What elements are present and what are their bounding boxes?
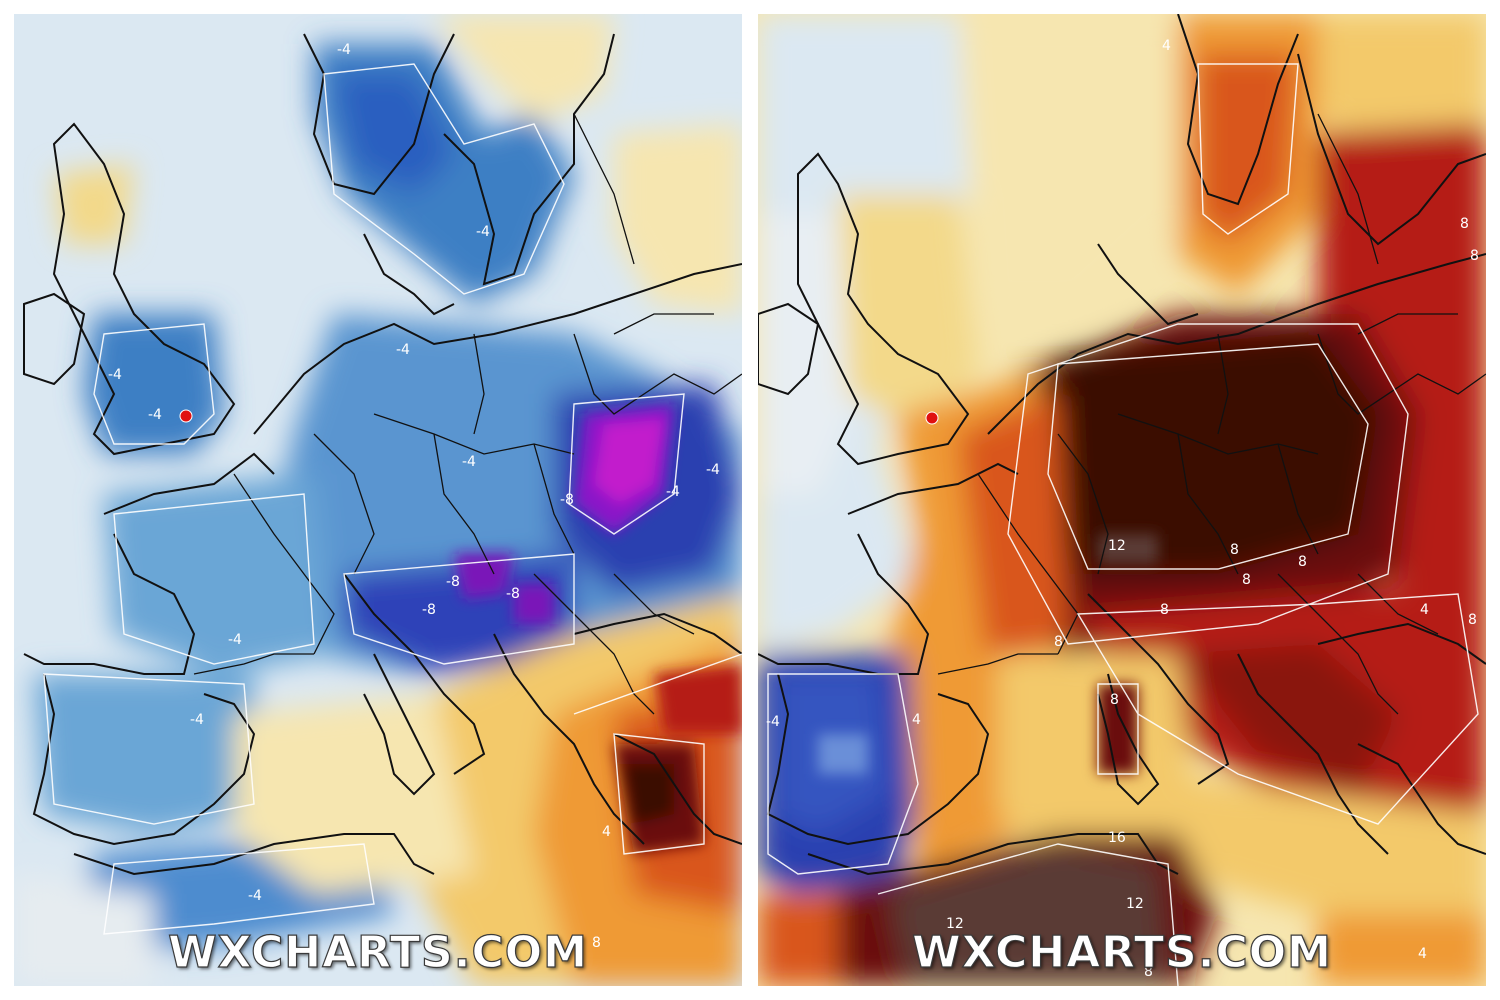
contour-label: -8 — [560, 492, 574, 508]
anomaly-core-left — [454, 404, 742, 854]
map-left-svg: -4 -4 -4 -4 -4 -4 -4 -4 -4 -4 -4 -8 -8 -… — [14, 14, 742, 986]
contour-label: 4 — [1420, 602, 1429, 618]
london-marker — [925, 411, 939, 425]
contour-label: 8 — [1468, 612, 1477, 628]
contour-label: 4 — [602, 824, 611, 840]
contour-label: 8 — [592, 935, 601, 951]
contour-label: -4 — [228, 632, 242, 648]
contour-label: -4 — [462, 454, 476, 470]
contour-label: -4 — [148, 407, 162, 423]
contour-label: -4 — [337, 42, 351, 58]
contours-left — [43, 63, 742, 935]
watermark-right: WXCHARTS.COM — [911, 926, 1332, 978]
contours-right — [767, 63, 1479, 986]
contour-label: 8 — [1054, 634, 1063, 650]
london-marker — [179, 409, 193, 423]
temperature-anomaly-map-right: 4 8 8 12 8 8 8 8 8 4 8 -4 4 8 16 12 12 8… — [758, 14, 1486, 986]
borders-left — [193, 113, 742, 715]
contour-labels-left: -4 -4 -4 -4 -4 -4 -4 -4 -4 -4 -4 -8 -8 -… — [108, 42, 720, 951]
contour-label: 8 — [1144, 964, 1153, 980]
contour-label: -4 — [666, 484, 680, 500]
contour-label: 8 — [1110, 692, 1119, 708]
contour-label: -4 — [248, 888, 262, 904]
contour-label: 12 — [946, 916, 964, 932]
contour-label: 8 — [1230, 542, 1239, 558]
contour-label: -4 — [396, 342, 410, 358]
anomaly-field-right — [758, 14, 1486, 986]
contour-label: 8 — [1298, 554, 1307, 570]
contour-label: 8 — [1460, 216, 1469, 232]
contour-label: -4 — [190, 712, 204, 728]
contour-label: 16 — [1108, 830, 1126, 846]
temperature-anomaly-map-left: -4 -4 -4 -4 -4 -4 -4 -4 -4 -4 -4 -8 -8 -… — [14, 14, 742, 986]
watermark-left: WXCHARTS.COM — [167, 926, 588, 978]
contour-label: -8 — [446, 574, 460, 590]
anomaly-core-right — [818, 534, 1158, 774]
contour-label: -4 — [706, 462, 720, 478]
contour-label: -4 — [766, 714, 780, 730]
contour-label: -8 — [506, 586, 520, 602]
contour-label: 4 — [1418, 946, 1427, 962]
contour-label: 4 — [912, 712, 921, 728]
contour-label: -4 — [476, 224, 490, 240]
coastlines-left — [23, 33, 742, 876]
contour-label: 12 — [1126, 896, 1144, 912]
contour-label: 4 — [1162, 38, 1171, 54]
contour-labels-right: 4 8 8 12 8 8 8 8 8 4 8 -4 4 8 16 12 12 8… — [766, 38, 1479, 980]
contour-label: -4 — [108, 367, 122, 383]
contour-label: 8 — [1160, 602, 1169, 618]
contour-label: -8 — [422, 602, 436, 618]
contour-label: 8 — [1242, 572, 1251, 588]
contour-label: 8 — [1470, 248, 1479, 264]
map-right-svg: 4 8 8 12 8 8 8 8 8 4 8 -4 4 8 16 12 12 8… — [758, 14, 1486, 986]
borders-right — [937, 113, 1486, 715]
contour-label: 12 — [1108, 538, 1126, 554]
